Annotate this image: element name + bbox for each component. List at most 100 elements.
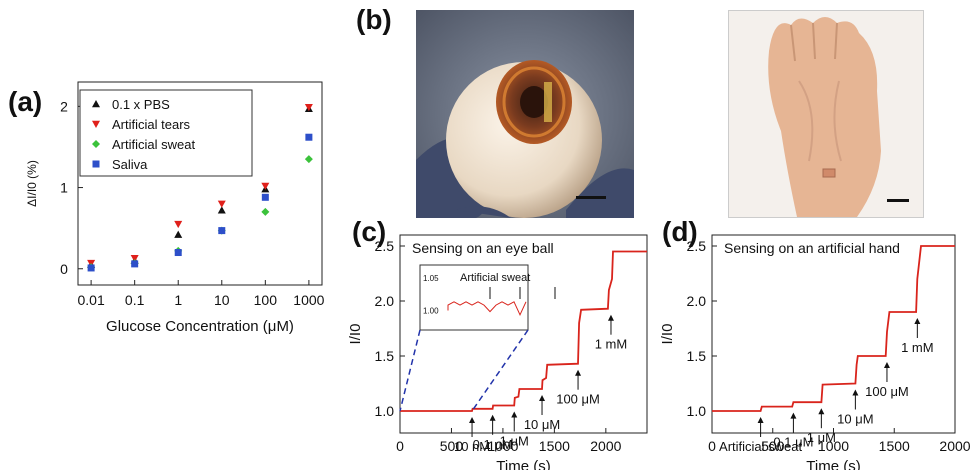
x-tick-label: 1	[174, 292, 182, 308]
x-tick-label: 100	[254, 292, 278, 308]
data-point	[304, 155, 313, 164]
arrow-head	[757, 417, 764, 423]
data-point	[261, 182, 270, 190]
x-tick-label: 1000	[818, 438, 849, 454]
legend-box	[79, 89, 253, 177]
x-tick-label: 0	[708, 438, 716, 454]
x-tick-label: 1500	[539, 438, 570, 454]
inset-title: Artificial sweat	[460, 272, 530, 284]
x-tick-label: 0	[396, 438, 404, 454]
data-point	[174, 230, 183, 238]
data-point	[130, 255, 139, 263]
arrow-head	[489, 414, 496, 421]
panel-d-label: (d)	[662, 216, 698, 247]
x-tick-label: 2000	[590, 438, 621, 454]
arrow-head	[469, 417, 476, 423]
y-tick-label: 1	[60, 180, 68, 196]
legend-marker	[92, 140, 100, 148]
x-tick-label: 0.01	[77, 292, 104, 308]
y-tick-label: 1.0	[687, 403, 707, 419]
y-tick-label: 1.5	[375, 348, 395, 364]
y-tick-label: 2.0	[687, 293, 707, 309]
x-axis-label: Glucose Concentration (μM)	[106, 318, 294, 335]
data-point	[304, 103, 313, 112]
x-tick-label: 500	[761, 438, 785, 454]
data-point	[261, 193, 269, 201]
x-tick-label: 1000	[293, 292, 324, 308]
annotation-label: 10 μM	[524, 417, 560, 432]
data-point	[217, 206, 226, 214]
data-point	[174, 220, 183, 229]
legend-marker	[92, 160, 100, 168]
x-tick-label: 500	[440, 438, 464, 454]
chart-title: Sensing on an artificial hand	[724, 240, 900, 256]
y-tick-label: 1.0	[375, 403, 395, 419]
legend-marker	[92, 120, 100, 128]
annotation-label: 100 μM	[556, 392, 600, 407]
data-point	[218, 227, 226, 235]
annotation-label: 10 nM	[454, 439, 490, 454]
annotation-label: 1 μM	[500, 434, 529, 449]
y-tick-label: 2.5	[375, 238, 395, 254]
annotation-label: 0.1 μM	[473, 437, 513, 452]
y-tick-label: 2.0	[375, 293, 395, 309]
chart-title: Sensing on an eye ball	[412, 240, 554, 256]
inset-line	[447, 301, 527, 316]
arrow-head	[575, 369, 582, 376]
zoom-guide-line	[471, 329, 529, 412]
annotation-label: 10 μM	[837, 412, 873, 427]
arrow-head	[607, 314, 614, 321]
panel-b-label: (b)	[356, 4, 392, 35]
arrow-head	[883, 362, 890, 368]
arrow-head	[914, 318, 921, 324]
annotation-label: Artificial sweat	[719, 439, 802, 454]
arrow-head	[790, 412, 797, 419]
arrow-head	[511, 411, 518, 418]
legend-label: Artificial tears	[112, 117, 191, 132]
data-point	[305, 133, 313, 141]
plot-frame	[399, 234, 648, 434]
arrow-head	[818, 408, 825, 415]
y-tick-label: 2.5	[687, 238, 707, 254]
scale-bar	[887, 199, 909, 202]
data-point	[131, 260, 139, 268]
y-axis-label: ΔI/I0 (%)	[25, 160, 39, 207]
data-point	[217, 200, 226, 208]
x-tick-label: 1500	[879, 438, 910, 454]
y-tick-label: 2	[60, 98, 68, 114]
eye-ball-photo	[416, 10, 634, 218]
legend-label: 0.1 x PBS	[112, 97, 170, 112]
inset-tick-label: 1.00	[423, 307, 439, 316]
scatter-chart-glucose: 0.01 0.1 1 10 100 1000 0 1 2 Glucose Concentratio…	[25, 81, 325, 335]
inset-frame	[419, 264, 529, 331]
data-line	[400, 250, 647, 412]
data-line	[712, 245, 955, 412]
y-axis-label: I/I0	[347, 324, 364, 345]
annotation-label: 100 μM	[865, 384, 909, 399]
x-tick-label: 0.1	[125, 292, 145, 308]
legend-label: Artificial sweat	[112, 137, 195, 152]
plot-frame	[77, 81, 323, 286]
annotation-label: 1 mM	[901, 340, 934, 355]
y-tick-label: 0	[60, 261, 68, 277]
x-axis-label: Time (s)	[806, 458, 860, 470]
annotation-label: 1 μM	[807, 430, 836, 445]
x-tick-label: 10	[214, 292, 230, 308]
inset-tick-label: 1.05	[423, 274, 439, 283]
data-point	[174, 249, 182, 257]
annotation-label: 0.1 μM	[773, 435, 813, 450]
panel-a-label: (a)	[8, 86, 43, 117]
line-chart-artificial-hand: 0 500 1000 1500 2000 1.0 1.5 2.0 2.5 Time (s) I/I0…	[659, 234, 971, 470]
zoom-guide-line	[399, 329, 421, 412]
panel-c-label: (c)	[352, 216, 387, 247]
annotation-label: 1 mM	[595, 337, 628, 352]
x-tick-label: 2000	[939, 438, 970, 454]
legend-marker	[92, 100, 100, 108]
data-point	[261, 207, 270, 216]
line-chart-eye-ball: 0 500 1000 1500 2000 1.0 1.5 2.0 2.5 Time (s) I/I0…	[347, 234, 648, 470]
y-tick-label: 1.5	[687, 348, 707, 364]
scale-bar	[576, 196, 606, 199]
legend-label: Saliva	[112, 157, 148, 172]
x-tick-label: 1000	[487, 438, 518, 454]
data-point	[87, 264, 95, 272]
